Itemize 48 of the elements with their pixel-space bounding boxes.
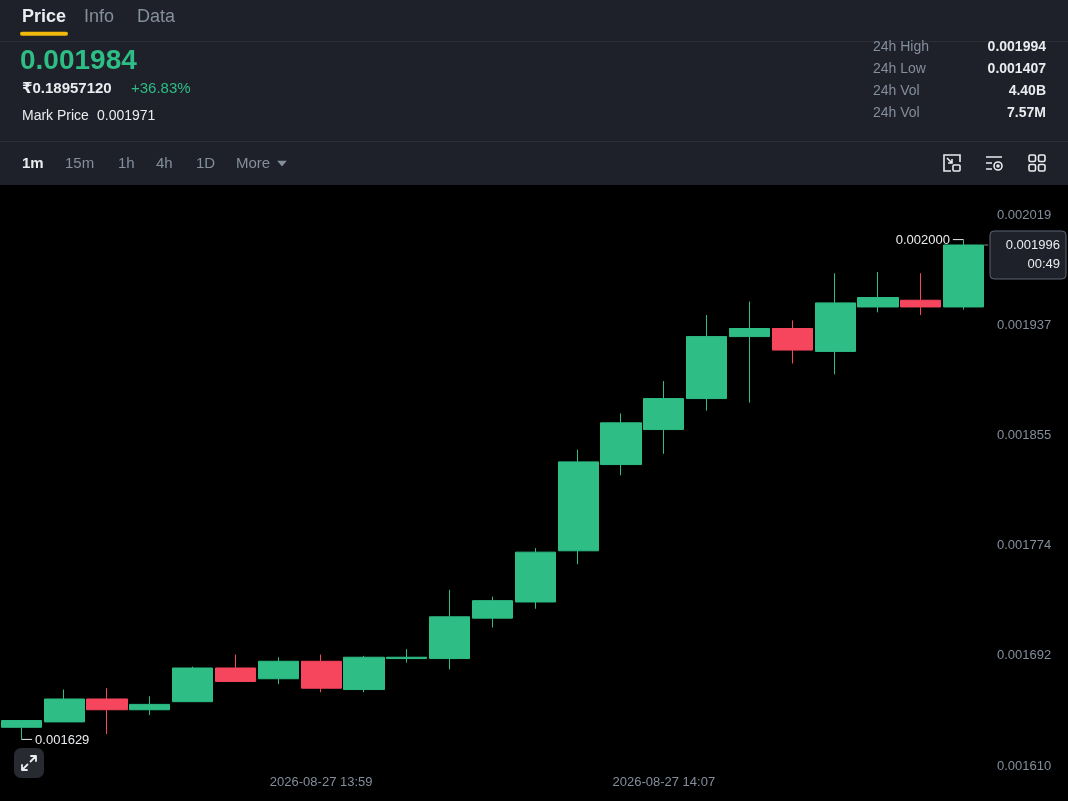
text: 24h Vol bbox=[873, 103, 920, 121]
candlestick bbox=[729, 301, 770, 404]
candlestick bbox=[515, 547, 556, 610]
text: 0.001984 bbox=[20, 43, 137, 77]
text: 24h High bbox=[873, 37, 930, 55]
text: More bbox=[236, 154, 271, 172]
text: 1D bbox=[196, 154, 216, 172]
text: 00:49 bbox=[1027, 256, 1060, 272]
candlestick bbox=[429, 589, 470, 670]
text: Mark Price bbox=[22, 106, 89, 124]
text: Price bbox=[22, 5, 67, 27]
candlestick bbox=[44, 689, 85, 723]
candlestick bbox=[86, 687, 128, 735]
text: 1h bbox=[118, 154, 135, 172]
text: +36.83% bbox=[131, 79, 191, 97]
x-tick-label: 2026-08-27 13:59 bbox=[269, 774, 373, 789]
candlestick bbox=[301, 654, 342, 693]
candlestick bbox=[258, 656, 299, 685]
text: 24h Vol bbox=[873, 81, 920, 99]
text: Info bbox=[84, 5, 115, 27]
ref-line-label: 0.001996 bbox=[1005, 237, 1060, 253]
candlestick bbox=[900, 272, 941, 316]
text: 7.57M bbox=[1007, 103, 1046, 121]
y-tick-label: 0.001610 bbox=[997, 757, 1052, 773]
text: 4h bbox=[156, 154, 173, 172]
y-tick-label: 0.001774 bbox=[997, 536, 1052, 552]
text: 4.40B bbox=[1008, 81, 1046, 99]
candlestick bbox=[215, 654, 256, 682]
x-tick-label: 2026-08-27 14:07 bbox=[612, 774, 716, 789]
y-tick-label: 0.002019 bbox=[997, 206, 1052, 222]
text: 15m bbox=[65, 154, 95, 172]
y-tick-label: 0.001855 bbox=[997, 427, 1052, 443]
annotation: 0.001629 bbox=[35, 731, 90, 747]
candlestick bbox=[172, 666, 213, 703]
candlestick bbox=[472, 596, 513, 629]
text: ₹0.18957120 bbox=[22, 79, 112, 97]
text: 0.001971 bbox=[97, 106, 156, 124]
annotation: 0.002000 bbox=[895, 232, 950, 248]
y-tick-label: 0.001692 bbox=[997, 647, 1052, 663]
y-tick-label: 0.001937 bbox=[997, 316, 1052, 332]
text: 24h Low bbox=[873, 59, 926, 77]
text: 1m bbox=[22, 154, 44, 172]
text: Data bbox=[137, 5, 176, 27]
candlestick bbox=[686, 314, 727, 412]
text: 0.001994 bbox=[987, 37, 1046, 55]
candlestick bbox=[772, 319, 813, 365]
text: 0.001407 bbox=[987, 59, 1046, 77]
candlestick bbox=[129, 695, 170, 716]
